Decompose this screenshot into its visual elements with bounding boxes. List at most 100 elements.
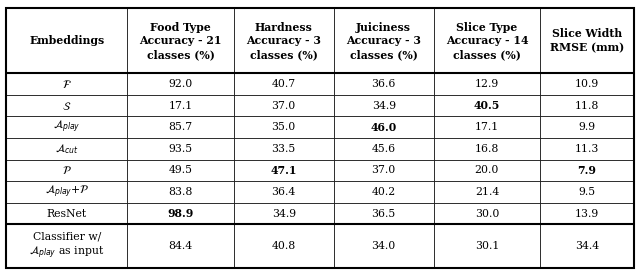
Bar [333,8,434,73]
Bar [434,95,540,116]
Bar [434,116,540,138]
Text: 37.0: 37.0 [372,165,396,176]
Text: Classifier w/
$\mathcal{A}_{play}$ as input: Classifier w/ $\mathcal{A}_{play}$ as in… [29,231,104,261]
Bar [6,160,127,181]
Bar [6,116,127,138]
Text: 30.0: 30.0 [475,209,499,219]
Bar [6,95,127,116]
Text: 16.8: 16.8 [475,144,499,154]
Text: $\mathcal{P}$: $\mathcal{P}$ [62,164,72,176]
Bar [540,160,634,181]
Text: 9.9: 9.9 [579,122,595,132]
Text: 37.0: 37.0 [271,100,296,111]
Text: 36.4: 36.4 [271,187,296,197]
Text: $\mathcal{A}_{play}$+$\mathcal{P}$: $\mathcal{A}_{play}$+$\mathcal{P}$ [45,184,89,200]
Bar [540,138,634,160]
Text: 36.5: 36.5 [372,209,396,219]
Bar [127,8,234,73]
Bar [434,181,540,203]
Bar [234,224,333,268]
Bar [540,73,634,95]
Bar [234,95,333,116]
Text: Food Type
Accuracy - 21
classes (%): Food Type Accuracy - 21 classes (%) [140,22,222,60]
Text: $\mathcal{S}$: $\mathcal{S}$ [62,100,72,112]
Text: 36.6: 36.6 [371,79,396,89]
Bar [333,138,434,160]
Bar [234,160,333,181]
Text: $\mathcal{A}_{play}$: $\mathcal{A}_{play}$ [53,119,81,136]
Text: 46.0: 46.0 [371,122,397,133]
Text: 85.7: 85.7 [168,122,193,132]
Text: 11.3: 11.3 [575,144,599,154]
Text: Embeddings: Embeddings [29,35,104,46]
Bar [6,73,127,95]
Text: 40.2: 40.2 [372,187,396,197]
Bar [127,181,234,203]
Text: 35.0: 35.0 [271,122,296,132]
Text: 47.1: 47.1 [271,165,297,176]
Text: 7.9: 7.9 [577,165,596,176]
Bar [540,95,634,116]
Bar [540,203,634,224]
Text: $\mathcal{A}_{cut}$: $\mathcal{A}_{cut}$ [55,142,79,156]
Bar [234,181,333,203]
Bar [234,116,333,138]
Text: 34.9: 34.9 [372,100,396,111]
Text: 17.1: 17.1 [475,122,499,132]
Bar [127,73,234,95]
Bar [127,224,234,268]
Bar [333,160,434,181]
Text: 49.5: 49.5 [168,165,193,176]
Bar [333,73,434,95]
Text: Hardness
Accuracy - 3
classes (%): Hardness Accuracy - 3 classes (%) [246,22,321,60]
Text: Slice Width
RMSE (mm): Slice Width RMSE (mm) [550,28,624,53]
Text: 40.5: 40.5 [474,100,500,111]
Text: 10.9: 10.9 [575,79,599,89]
Text: 20.0: 20.0 [475,165,499,176]
Text: 45.6: 45.6 [372,144,396,154]
Bar [6,181,127,203]
Bar [434,73,540,95]
Text: 12.9: 12.9 [475,79,499,89]
Text: Slice Type
Accuracy - 14
classes (%): Slice Type Accuracy - 14 classes (%) [445,22,528,60]
Bar [434,203,540,224]
Text: 83.8: 83.8 [168,187,193,197]
Text: 34.4: 34.4 [575,241,599,251]
Bar [127,116,234,138]
Bar [434,160,540,181]
Bar [127,138,234,160]
Text: $\mathcal{F}$: $\mathcal{F}$ [62,78,72,90]
Text: 92.0: 92.0 [168,79,193,89]
Bar [434,138,540,160]
Bar [540,224,634,268]
Bar [234,203,333,224]
Bar [6,138,127,160]
Text: Juiciness
Accuracy - 3
classes (%): Juiciness Accuracy - 3 classes (%) [346,22,421,60]
Text: 34.9: 34.9 [271,209,296,219]
Bar [434,8,540,73]
Bar [540,116,634,138]
Bar [333,224,434,268]
Bar [6,203,127,224]
Text: 98.9: 98.9 [168,208,194,219]
Bar [333,116,434,138]
Text: 40.7: 40.7 [271,79,296,89]
Text: 9.5: 9.5 [579,187,595,197]
Text: ResNet: ResNet [47,209,87,219]
Text: 21.4: 21.4 [475,187,499,197]
Text: 84.4: 84.4 [168,241,193,251]
Text: 93.5: 93.5 [168,144,193,154]
Bar [234,138,333,160]
Bar [540,181,634,203]
Text: 40.8: 40.8 [271,241,296,251]
Text: 11.8: 11.8 [575,100,599,111]
Bar [127,160,234,181]
Text: 34.0: 34.0 [372,241,396,251]
Bar [434,224,540,268]
Text: 13.9: 13.9 [575,209,599,219]
Bar [6,8,127,73]
Bar [234,73,333,95]
Bar [333,181,434,203]
Bar [333,203,434,224]
Bar [333,95,434,116]
